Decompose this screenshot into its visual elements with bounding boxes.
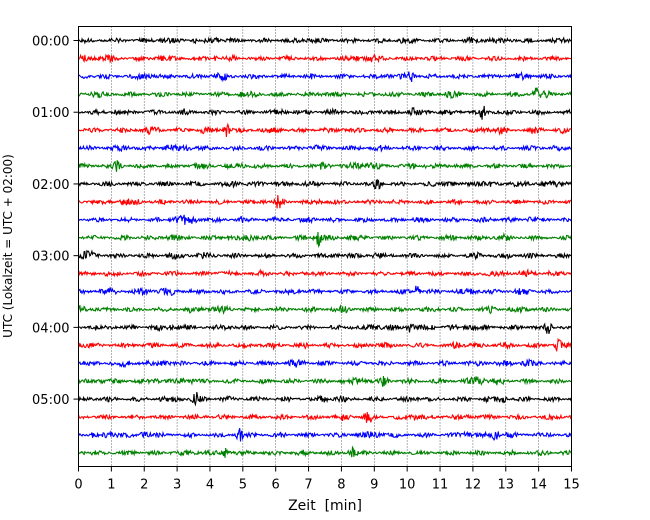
trace-0445	[77, 375, 572, 387]
x-tick-label-5: 5	[239, 478, 247, 493]
trace-0345	[77, 304, 572, 315]
trace-0100	[78, 105, 572, 120]
y-axis-label: UTC (Lokalzeit = UTC + 02:00)	[1, 154, 15, 338]
x-tick-label-15: 15	[563, 478, 580, 493]
trace-0215	[78, 195, 572, 209]
trace-0015	[77, 53, 572, 64]
x-tick-label-14: 14	[530, 478, 547, 493]
y-tick-label-3: 03:00	[32, 250, 69, 265]
trace-0115	[78, 122, 572, 137]
x-tick-label-6: 6	[272, 478, 280, 493]
trace-0045	[78, 87, 572, 100]
trace-0230	[78, 214, 572, 225]
y-ticks: 00:00 01:00 02:00 03:00 04:00 05:00	[32, 35, 79, 408]
x-tick-label-0: 0	[74, 478, 82, 493]
trace-0430	[78, 358, 572, 369]
trace-0315	[78, 268, 572, 278]
x-tick-label-10: 10	[399, 478, 416, 493]
trace-0200	[78, 178, 572, 190]
y-tick-label-2: 02:00	[32, 178, 69, 193]
y-tick-label-1: 01:00	[32, 106, 69, 121]
trace-0030	[78, 70, 573, 83]
trace-0000	[78, 36, 572, 45]
trace-0330	[78, 285, 573, 297]
x-tick-label-7: 7	[304, 478, 312, 493]
x-tick-label-1: 1	[107, 478, 115, 493]
trace-0415	[78, 337, 572, 353]
trace-0245	[78, 232, 572, 248]
trace-0515	[77, 411, 572, 423]
y-tick-label-5: 05:00	[32, 393, 69, 408]
x-tick-label-2: 2	[140, 478, 148, 493]
y-tick-label-4: 04:00	[32, 321, 69, 336]
trace-0300	[77, 249, 572, 261]
trace-0145	[77, 160, 572, 172]
trace-0530	[78, 428, 572, 442]
x-ticks: 0 1 2 3 4 5 6 7 8 9 10 11 12 13 14 15	[74, 466, 580, 493]
x-tick-label-3: 3	[173, 478, 181, 493]
x-tick-label-13: 13	[497, 478, 514, 493]
trace-layer	[77, 36, 573, 458]
grid-layer	[111, 26, 539, 467]
x-tick-label-12: 12	[465, 478, 482, 493]
y-tick-label-0: 00:00	[32, 35, 69, 50]
x-tick-label-11: 11	[432, 478, 449, 493]
trace-0545	[78, 445, 573, 458]
trace-0130	[78, 143, 572, 153]
x-tick-label-9: 9	[370, 478, 378, 493]
trace-0500	[78, 391, 573, 407]
x-tick-label-8: 8	[337, 478, 345, 493]
plot-frame	[78, 26, 572, 467]
x-axis-label: Zeit [min]	[288, 498, 362, 514]
x-tick-label-4: 4	[206, 478, 214, 493]
trace-0400	[78, 322, 573, 334]
